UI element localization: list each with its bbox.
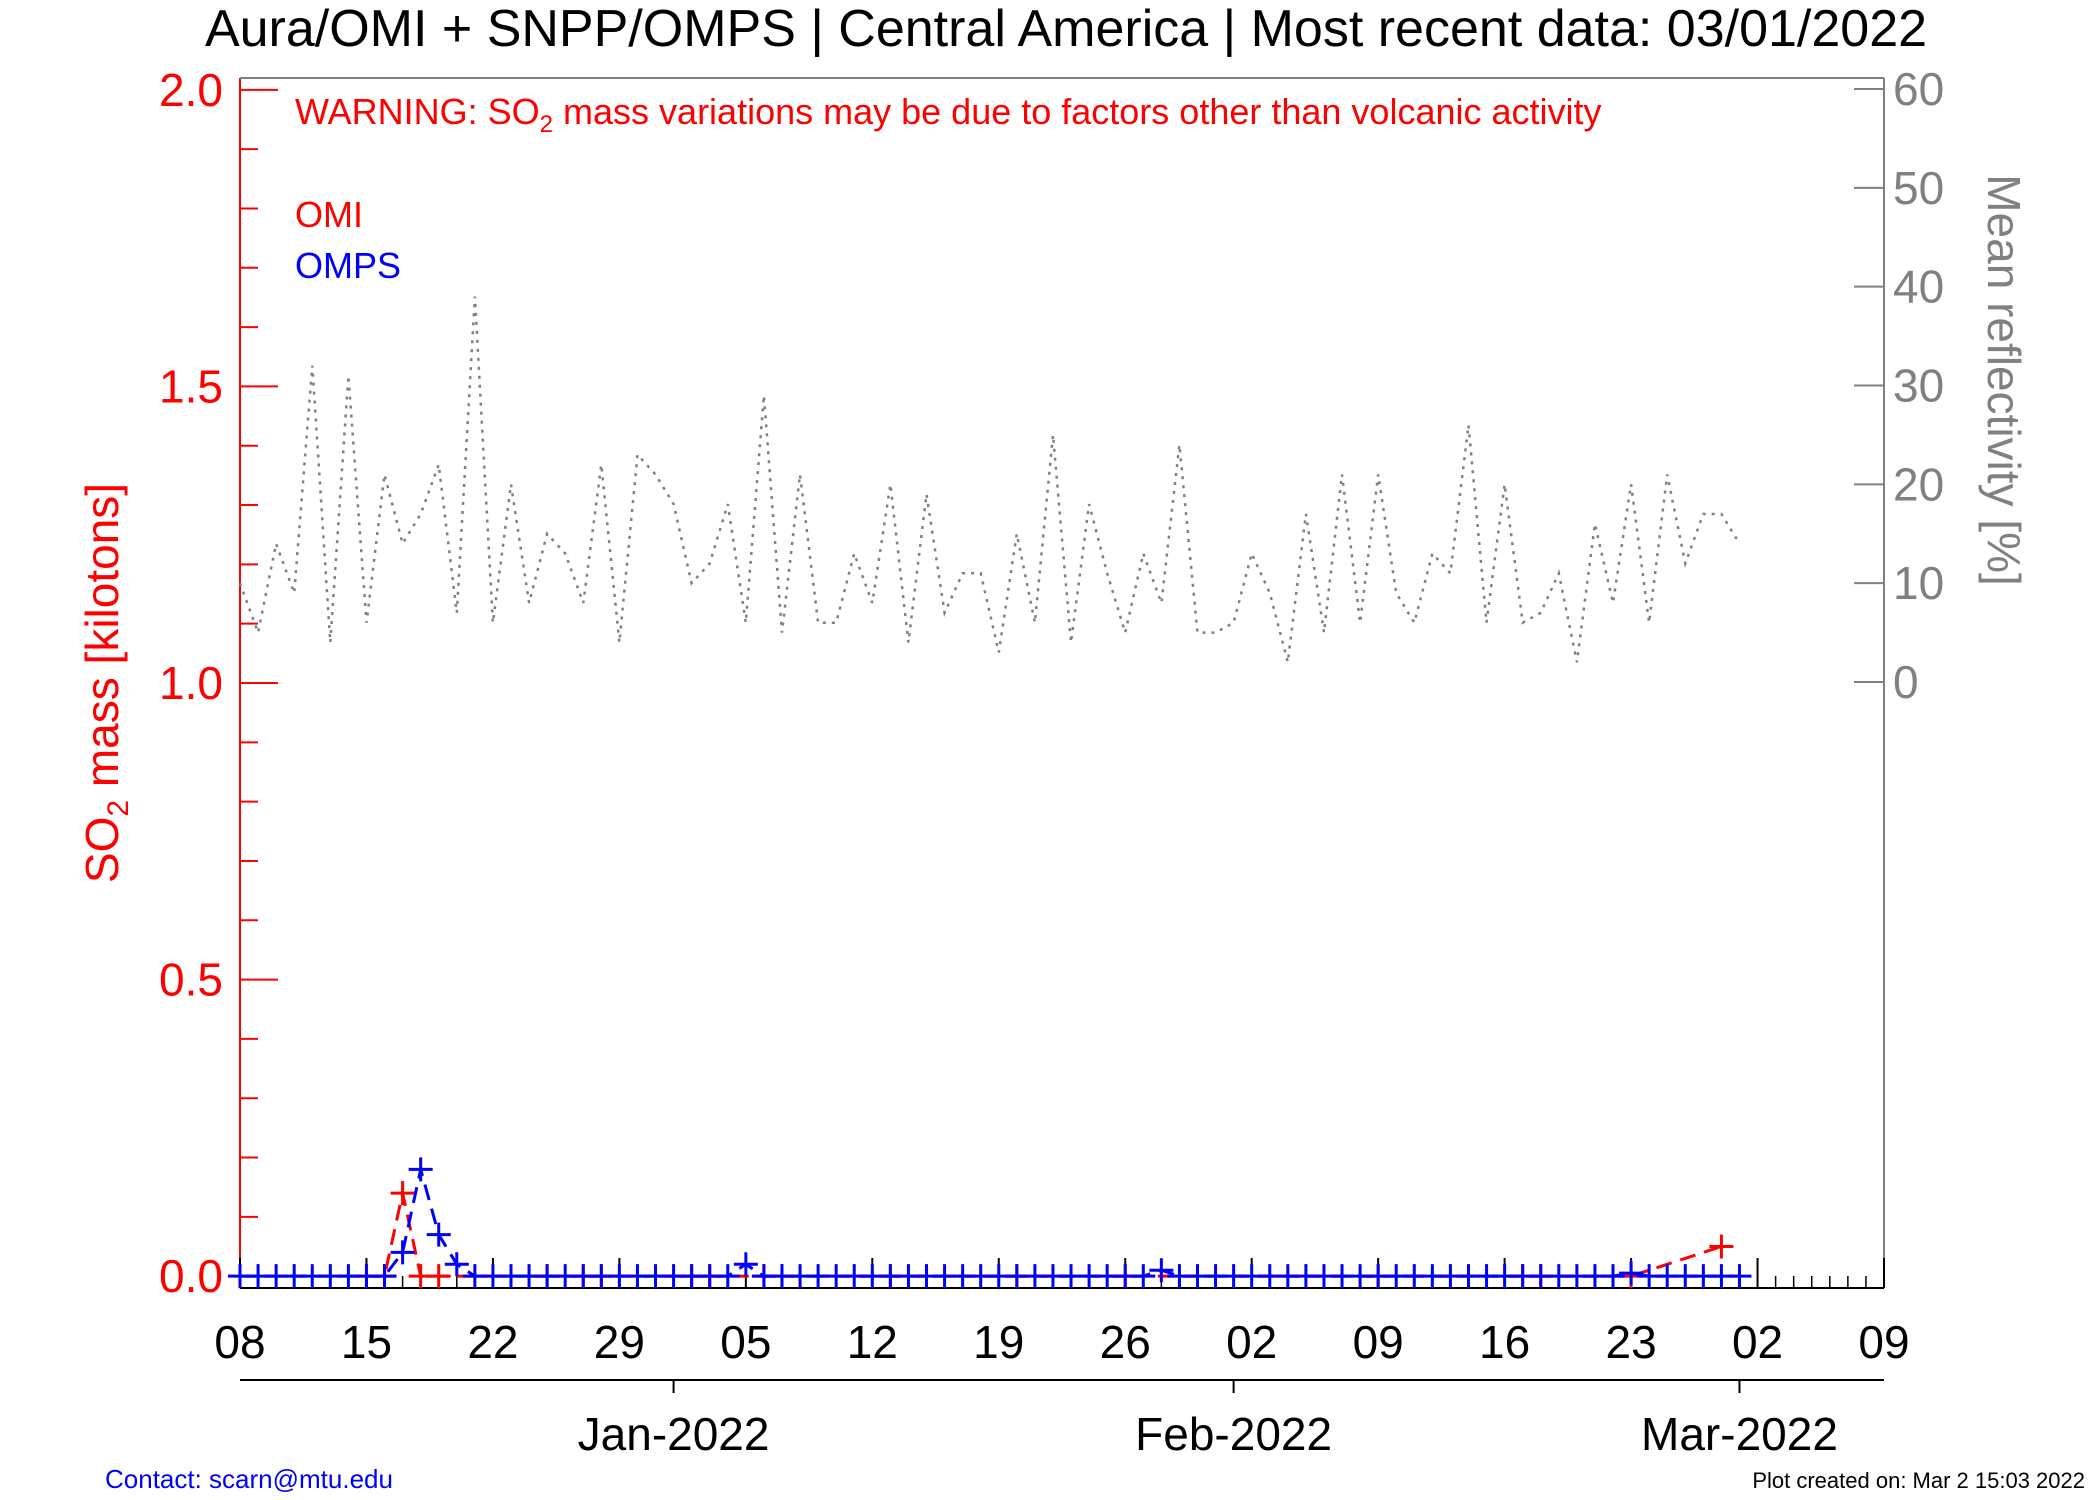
y-right-tick-label: 30 bbox=[1893, 360, 1944, 412]
y-right-tick-label: 40 bbox=[1893, 261, 1944, 313]
series-layer bbox=[228, 296, 1752, 1289]
omps-data-point bbox=[1131, 1264, 1156, 1289]
x-week-tick-label: 09 bbox=[1353, 1316, 1404, 1368]
omps-series-line bbox=[240, 1169, 1740, 1278]
warning-suffix: mass variations may be due to factors ot… bbox=[553, 91, 1601, 132]
legend-omi: OMI bbox=[295, 194, 363, 235]
omps-data-point bbox=[444, 1252, 469, 1277]
omi-data-point bbox=[426, 1264, 451, 1289]
x-week-tick-label: 15 bbox=[341, 1316, 392, 1368]
y-left-label-suffix: mass [kilotons] bbox=[76, 483, 128, 800]
x-week-tick-label: 29 bbox=[594, 1316, 645, 1368]
y-right-axis: 0 10 20 30 40 50 60 bbox=[1854, 63, 1944, 708]
footer-created: Plot created on: Mar 2 15:03 2022 bbox=[1752, 1468, 2085, 1493]
omps-data-point bbox=[1727, 1264, 1752, 1289]
warning-text: WARNING: SO2 mass variations may be due … bbox=[295, 91, 1602, 138]
x-week-tick-label: 22 bbox=[467, 1316, 518, 1368]
warning-prefix: WARNING: SO bbox=[295, 91, 540, 132]
y-left-tick-label: 0.5 bbox=[159, 954, 223, 1006]
y-right-tick-label: 60 bbox=[1893, 63, 1944, 115]
y-left-tick-label: 2.0 bbox=[159, 64, 223, 116]
y-right-label: Mean reflectivity [%] bbox=[1978, 174, 2030, 586]
omps-data-point bbox=[426, 1222, 451, 1247]
x-week-tick-label: 12 bbox=[847, 1316, 898, 1368]
y-left-tick-label: 1.5 bbox=[159, 360, 223, 412]
y-left-label-subscript: 2 bbox=[102, 800, 135, 817]
reflectivity-series-line bbox=[238, 296, 1741, 663]
omps-data-point bbox=[1601, 1264, 1626, 1289]
x-week-tick-label: 09 bbox=[1858, 1316, 1909, 1368]
y-right-tick-label: 20 bbox=[1893, 458, 1944, 510]
legend-omps: OMPS bbox=[295, 245, 401, 286]
x-week-tick-label: 16 bbox=[1479, 1316, 1530, 1368]
y-left-label-prefix: SO bbox=[76, 817, 128, 883]
plot-frame bbox=[239, 77, 1885, 1289]
x-week-tick-label: 05 bbox=[720, 1316, 771, 1368]
omps-data-point bbox=[1619, 1261, 1644, 1286]
y-right-tick-label: 50 bbox=[1893, 162, 1944, 214]
omi-series-line bbox=[366, 1192, 1722, 1278]
x-month-label: Feb-2022 bbox=[1135, 1408, 1332, 1460]
omps-data-point bbox=[1149, 1258, 1174, 1283]
x-month-label: Jan-2022 bbox=[578, 1408, 770, 1460]
x-week-tick-label: 02 bbox=[1226, 1316, 1277, 1368]
omps-data-point bbox=[715, 1264, 740, 1289]
y-left-tick-label: 0.0 bbox=[159, 1250, 223, 1302]
y-left-tick-label: 1.0 bbox=[159, 657, 223, 709]
x-week-tick-label: 23 bbox=[1605, 1316, 1656, 1368]
omps-data-point bbox=[390, 1240, 415, 1265]
y-left-label: SO2 mass [kilotons] bbox=[76, 483, 135, 883]
omi-data-point bbox=[1709, 1234, 1734, 1259]
y-right-tick-label: 0 bbox=[1893, 656, 1919, 708]
x-month-label: Mar-2022 bbox=[1641, 1408, 1838, 1460]
footer-contact: Contact: scarn@mtu.edu bbox=[105, 1464, 393, 1494]
y-left-axis: 0.0 0.5 1.0 1.5 2.0 bbox=[159, 64, 278, 1302]
omi-data-point bbox=[390, 1181, 415, 1206]
x-week-tick-label: 08 bbox=[214, 1316, 265, 1368]
x-week-tick-label: 02 bbox=[1732, 1316, 1783, 1368]
chart-title: Aura/OMI + SNPP/OMPS | Central America |… bbox=[205, 0, 1927, 58]
x-week-tick-label: 26 bbox=[1100, 1316, 1151, 1368]
warning-subscript: 2 bbox=[540, 111, 553, 138]
omps-data-point bbox=[372, 1264, 397, 1289]
omps-data-point bbox=[733, 1252, 758, 1277]
omps-data-point bbox=[408, 1157, 433, 1182]
y-right-tick-label: 10 bbox=[1893, 557, 1944, 609]
x-week-tick-label: 19 bbox=[973, 1316, 1024, 1368]
